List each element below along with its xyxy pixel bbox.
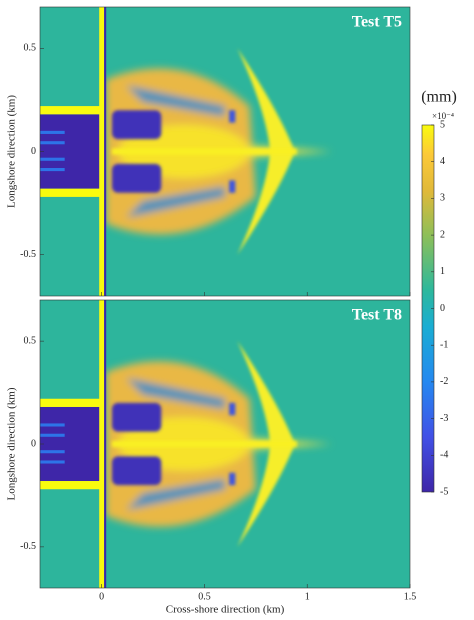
field-sharp — [111, 48, 297, 255]
y-tick-label: 0 — [31, 146, 36, 157]
wall-dark — [104, 300, 107, 588]
block-stripe — [40, 157, 65, 161]
blue-patch — [111, 456, 162, 486]
colorbar-tick-label: 0 — [440, 303, 445, 314]
y-tick-label: -0.5 — [20, 249, 36, 260]
fan-blue — [126, 378, 225, 410]
heatmap-image — [40, 7, 410, 296]
yellow-band — [40, 398, 100, 407]
block — [40, 406, 100, 482]
blue-patch — [111, 110, 162, 140]
colorbar-tick-label: 5 — [440, 119, 445, 130]
y-tick-label: 0.5 — [24, 43, 37, 54]
colorbar-tick-label: 4 — [440, 156, 445, 167]
colorbar-tick-label: -1 — [440, 339, 448, 350]
y-axis-label: Longshore direction (km) — [6, 387, 18, 500]
jet — [111, 440, 297, 448]
field-sharp — [111, 341, 297, 547]
yellow-band — [40, 481, 100, 490]
fan-blue — [126, 186, 225, 218]
y-axis-label: Longshore direction (km) — [6, 95, 18, 208]
colorbar-tick-label: 2 — [440, 229, 445, 240]
x-tick-label: 1 — [305, 591, 310, 602]
blue-patch — [111, 402, 162, 432]
crescent-blue — [229, 110, 236, 123]
block-stripe — [40, 423, 65, 427]
wall — [99, 300, 105, 588]
fan-blue — [126, 478, 225, 510]
x-axis-label: Cross-shore direction (km) — [166, 604, 285, 616]
block-stripe — [40, 460, 65, 464]
colorbar-tick-label: 3 — [440, 193, 445, 204]
colorbar-tick-label: 1 — [440, 266, 445, 277]
panel-title: Test T8 — [352, 307, 402, 324]
crescent-blue — [229, 402, 236, 416]
x-tick-label: 0.5 — [198, 591, 211, 602]
colorbar-tick-label: -5 — [440, 486, 448, 497]
colorbar-scale: ×10⁻⁴ — [432, 111, 454, 121]
panel-title: Test T5 — [352, 14, 402, 31]
blue-patch — [111, 163, 162, 193]
yellow-band — [40, 106, 100, 115]
x-tick-label: 1.5 — [404, 591, 417, 602]
x-tick-label: 0 — [99, 591, 104, 602]
wall-dark — [104, 7, 107, 296]
crescent-blue — [229, 472, 236, 486]
block-stripe — [40, 450, 65, 454]
colorbar-tick-label: -2 — [440, 376, 448, 387]
colorbar-label: (mm) — [421, 89, 457, 106]
block-stripe — [40, 433, 65, 437]
block-stripe — [40, 168, 65, 172]
block-stripe — [40, 141, 65, 145]
y-tick-label: 0.5 — [24, 335, 37, 346]
block — [40, 114, 100, 189]
jet — [111, 148, 297, 155]
wall — [99, 7, 105, 296]
fan-blue — [126, 85, 225, 117]
y-tick-label: 0 — [31, 438, 36, 449]
crescent-blue — [229, 180, 236, 193]
yellow-band — [40, 188, 100, 197]
heatmap-image — [40, 300, 410, 588]
y-tick-label: -0.5 — [20, 541, 36, 552]
colorbar-tick-label: -4 — [440, 450, 448, 461]
colorbar-tick-label: -3 — [440, 413, 448, 424]
block-stripe — [40, 130, 65, 134]
